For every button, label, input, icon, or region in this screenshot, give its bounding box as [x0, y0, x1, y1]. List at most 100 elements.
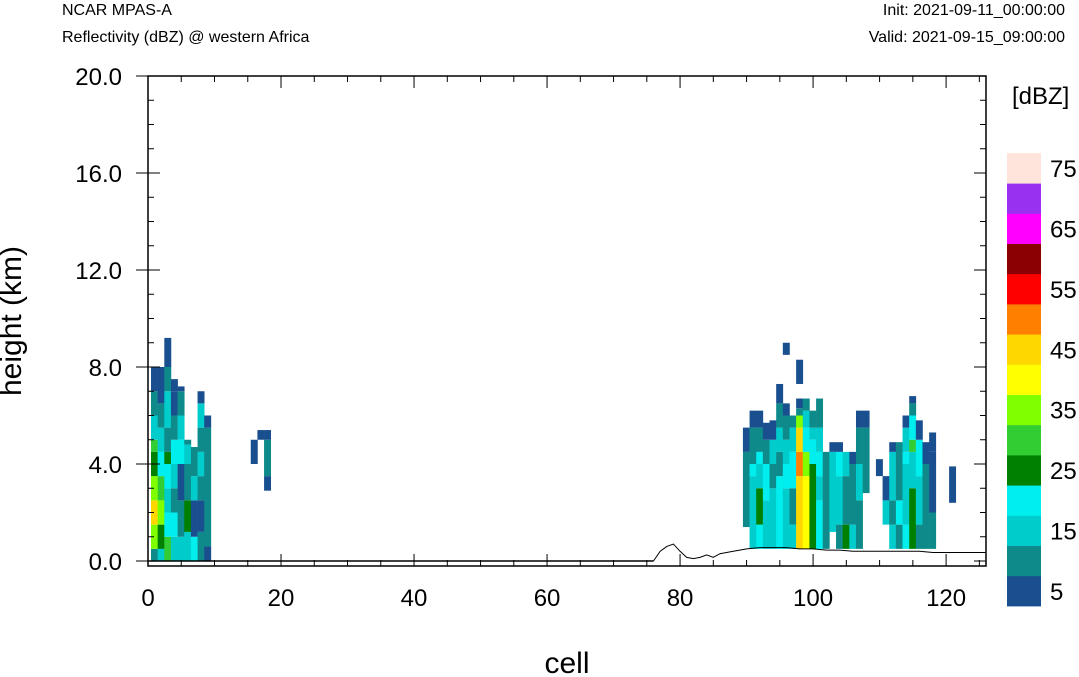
- heatmap-cell: [756, 524, 764, 549]
- heatmap-cell: [184, 531, 192, 561]
- heatmap-cell: [184, 439, 192, 445]
- y-tick-label: 12.0: [75, 258, 122, 285]
- heatmap-cell: [170, 464, 178, 489]
- init-time: Init: 2021-09-11_00:00:00: [882, 2, 1065, 19]
- colorbar-swatch: [1007, 485, 1041, 516]
- heatmap-cell: [190, 500, 198, 537]
- heatmap-cell: [829, 442, 837, 452]
- heatmap-cell: [836, 524, 843, 549]
- heatmap-cell: [915, 439, 923, 477]
- colorbar-tick-label: 25: [1050, 458, 1077, 485]
- heatmap-cell: [170, 439, 178, 464]
- heatmap-cell: [164, 512, 172, 537]
- colorbar-swatch: [1007, 304, 1041, 335]
- heatmap-cell: [902, 427, 910, 452]
- heatmap-cell: [802, 451, 810, 477]
- heatmap-cell: [796, 451, 804, 477]
- x-tick-label: 0: [141, 585, 154, 612]
- heatmap-cell: [922, 464, 930, 549]
- heatmap-cell: [170, 512, 178, 537]
- colorbar-swatch: [1007, 575, 1041, 607]
- heatmap-cell: [157, 451, 165, 477]
- heatmap-cell: [197, 427, 205, 452]
- heatmap-cell: [816, 398, 824, 428]
- heatmap-cell: [184, 500, 192, 532]
- heatmap-cell: [177, 439, 185, 464]
- x-axis-label: cell: [544, 647, 589, 677]
- terrain-layer: [148, 543, 986, 562]
- heatmap-cell: [909, 439, 917, 452]
- heatmap-cell: [855, 500, 863, 549]
- heatmap-cell: [164, 427, 172, 452]
- heatmap-cell: [164, 451, 172, 464]
- valid-time: Valid: 2021-09-15_09:00:00: [868, 29, 1065, 46]
- heatmap-cell: [915, 524, 923, 549]
- heatmap-cell: [157, 403, 165, 428]
- heatmap-cell: [762, 464, 770, 501]
- heatmap-cell: [177, 391, 185, 416]
- heatmap-cell: [855, 427, 863, 464]
- heatmap-cell: [264, 430, 272, 440]
- colorbar: 5 15 25 35 45 55 65 75: [1007, 153, 1077, 607]
- heatmap-cell: [782, 439, 790, 464]
- heatmap-cell: [157, 500, 165, 525]
- heatmap-cell: [157, 524, 165, 549]
- heatmap-cell: [836, 451, 843, 477]
- heatmap-cell: [809, 439, 817, 464]
- heatmap-cell: [855, 410, 863, 428]
- heatmap-cell: [749, 427, 757, 464]
- heatmap-cell: [756, 464, 764, 489]
- heatmap-cell: [902, 451, 910, 464]
- y-tick-label: 0.0: [89, 549, 122, 576]
- colorbar-tick-label: 65: [1050, 217, 1077, 244]
- y-tick-label: 8.0: [89, 355, 122, 382]
- heatmap-cell: [742, 451, 750, 528]
- heatmap-cell: [789, 488, 797, 525]
- heatmap-cell: [902, 415, 910, 428]
- heatmap-cell: [170, 536, 178, 561]
- heatmap-cell: [796, 476, 804, 549]
- heatmap-cell: [151, 500, 158, 525]
- heatmap-cell: [756, 451, 764, 464]
- x-tick-label: 80: [667, 585, 694, 612]
- heatmap-cell: [816, 427, 824, 452]
- heatmap-cell: [842, 524, 850, 549]
- heatmap-cell: [157, 476, 165, 501]
- colorbar-swatch: [1007, 183, 1041, 214]
- colorbar-tick-label: 55: [1050, 277, 1077, 304]
- heatmap-cell: [895, 524, 903, 549]
- heatmap-cell: [796, 415, 804, 428]
- heatmap-cell: [909, 451, 917, 489]
- heatmap-cell: [197, 476, 205, 501]
- x-tick-label: 60: [534, 585, 561, 612]
- colorbar-swatch: [1007, 364, 1041, 395]
- colorbar-swatch: [1007, 394, 1041, 426]
- y-axis: 0.0 4.0 8.0 12.0 16.0 20.0: [75, 64, 986, 576]
- heatmap-cell: [782, 488, 790, 549]
- heatmap-layer: [151, 337, 957, 561]
- heatmap-cell: [802, 410, 810, 428]
- heatmap-cell: [862, 427, 870, 494]
- heatmap-cell: [762, 500, 770, 549]
- heatmap-cell: [802, 476, 810, 549]
- heatmap-cell: [742, 427, 750, 452]
- colorbar-swatch: [1007, 455, 1041, 486]
- heatmap-cell: [882, 476, 890, 501]
- heatmap-cell: [769, 439, 777, 464]
- heatmap-cell: [204, 546, 212, 561]
- heatmap-cell: [197, 500, 205, 532]
- heatmap-cell: [151, 439, 158, 452]
- heatmap-cell: [197, 531, 205, 561]
- heatmap-cell: [190, 476, 198, 501]
- colorbar-unit-label: [dBZ]: [1012, 83, 1069, 110]
- heatmap-cell: [789, 427, 797, 452]
- colorbar-swatch: [1007, 153, 1041, 184]
- heatmap-cell: [782, 342, 790, 355]
- heatmap-cell: [762, 439, 770, 464]
- heatmap-cell: [151, 367, 158, 392]
- heatmap-cell: [177, 500, 185, 537]
- heatmap-cell: [909, 403, 917, 416]
- heatmap-cell: [769, 488, 777, 549]
- colorbar-swatch: [1007, 545, 1041, 577]
- heatmap-cell: [902, 464, 910, 525]
